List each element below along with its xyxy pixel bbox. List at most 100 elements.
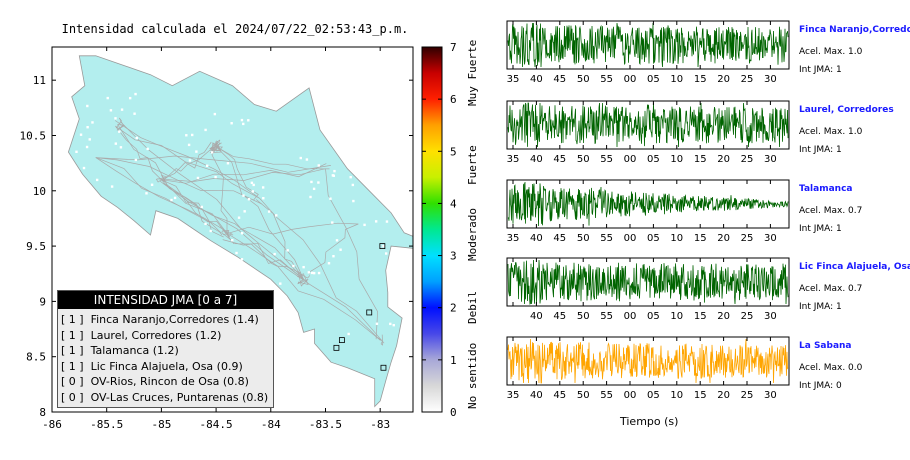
town-dot xyxy=(150,183,154,186)
town-dot xyxy=(305,158,309,161)
waveform-xtick-label: 40 xyxy=(530,311,543,322)
legend-item-name: OV-Rios, Rincon de Osa (0.8) xyxy=(83,375,249,388)
town-dot xyxy=(227,264,230,268)
town-dot xyxy=(400,338,403,342)
legend-item: [ 0 ] OV-Las Cruces, Puntarenas (0.8) xyxy=(58,390,273,406)
town-dot xyxy=(273,252,276,256)
town-dot xyxy=(213,112,217,116)
legend-item: [ 0 ] OV-Rios, Rincon de Osa (0.8) xyxy=(58,374,273,390)
map-xtick-label: -83 xyxy=(370,418,390,431)
town-dot xyxy=(86,126,89,129)
legend-item-name: Talamanca (1.2) xyxy=(83,344,179,357)
map-ytick-label: 8.5 xyxy=(26,351,46,364)
waveform-xtick-label: 35 xyxy=(507,74,520,85)
town-dot xyxy=(95,178,99,182)
station-marker xyxy=(380,364,387,371)
town-dot xyxy=(62,169,65,172)
station-name: La Sabana xyxy=(799,341,852,351)
town-dot xyxy=(261,186,265,189)
waveform-xtick-label: 10 xyxy=(670,74,683,85)
waveform-xtick-label: 30 xyxy=(764,233,777,244)
town-dot xyxy=(173,196,177,200)
town-dot xyxy=(402,358,405,362)
town-dot xyxy=(114,142,118,145)
waveform-xtick-label: 40 xyxy=(530,390,543,401)
town-dot xyxy=(382,244,385,248)
station-jma-intensity: Int JMA: 0 xyxy=(799,381,842,391)
town-dot xyxy=(86,104,89,108)
station-marker xyxy=(366,309,373,316)
town-dot xyxy=(85,145,89,149)
station-max-accel: Acel. Max. 1.0 xyxy=(799,127,863,137)
waveform-xtick-label: 15 xyxy=(694,390,707,401)
station-max-accel: Acel. Max. 0.0 xyxy=(799,363,863,373)
town-dot xyxy=(88,138,91,141)
waveform-trace xyxy=(507,338,789,384)
station-jma-intensity: Int JMA: 1 xyxy=(799,302,842,312)
town-dot xyxy=(384,252,388,255)
station-marker xyxy=(379,243,386,249)
map-ytick-label: 11 xyxy=(33,74,46,87)
town-dot xyxy=(226,162,230,165)
town-dot xyxy=(82,166,86,170)
map-xtick-label: -85 xyxy=(151,418,171,431)
station-name: Lic Finca Alajuela, Osa xyxy=(799,262,910,272)
waveform-xtick-label: 55 xyxy=(600,154,613,165)
waveform-xtick-label: 45 xyxy=(553,154,566,165)
waveform-xtick-label: 05 xyxy=(647,311,660,322)
town-dot xyxy=(339,248,342,251)
town-dot xyxy=(91,121,94,124)
road-line xyxy=(255,199,304,280)
town-dot xyxy=(331,221,334,224)
town-dot xyxy=(170,198,173,202)
waveform-xtick-label: 55 xyxy=(600,311,613,322)
waveform-xtick-label: 35 xyxy=(507,154,520,165)
town-dot xyxy=(119,146,123,149)
road-line xyxy=(222,239,304,280)
map-ytick-label: 8 xyxy=(39,406,46,419)
road-line xyxy=(115,126,162,180)
town-dot xyxy=(83,181,86,185)
waveform-xtick-label: 10 xyxy=(670,311,683,322)
town-dot xyxy=(247,198,251,201)
town-dot xyxy=(134,158,138,162)
road-line xyxy=(115,117,126,131)
map-xtick-label: -86 xyxy=(42,418,62,431)
road-line xyxy=(161,141,212,181)
map-ytick-label: 9.5 xyxy=(26,240,46,253)
legend-item-level: [ 0 ] xyxy=(61,375,84,388)
legend-rows: [ 1 ] Finca Naranjo,Corredores (1.4)[ 1 … xyxy=(58,309,273,405)
waveform-xtick-label: 45 xyxy=(553,74,566,85)
station-max-accel: Acel. Max. 1.0 xyxy=(799,47,863,57)
waveform-trace xyxy=(507,259,789,305)
town-dot xyxy=(347,332,350,336)
town-dot xyxy=(235,251,238,255)
town-dot xyxy=(351,183,355,187)
town-dot xyxy=(247,119,250,122)
legend-item-level: [ 0 ] xyxy=(61,390,84,404)
road-line xyxy=(114,125,260,199)
town-dot xyxy=(188,159,192,162)
town-dot xyxy=(193,266,197,270)
legend-item-level: [ 1 ] xyxy=(61,328,84,342)
waveform-xtick-label: 40 xyxy=(530,233,543,244)
town-dot xyxy=(240,231,244,235)
waveform-xtick-label: 15 xyxy=(694,74,707,85)
town-dot xyxy=(310,271,314,275)
town-dot xyxy=(327,262,331,265)
waveform-xtick-label: 40 xyxy=(530,74,543,85)
station-name: Laurel, Corredores xyxy=(799,105,894,115)
road-line xyxy=(325,168,378,340)
town-dot xyxy=(401,345,404,348)
waveform-xaxis-title: Tiempo (s) xyxy=(620,415,679,428)
legend-item-level: [ 1 ] xyxy=(61,359,84,373)
town-dot xyxy=(146,147,149,151)
town-dot xyxy=(133,112,136,115)
road-line xyxy=(211,142,228,235)
town-dot xyxy=(338,147,341,151)
town-dot xyxy=(242,122,245,126)
legend-item: [ 1 ] Laurel, Corredores (1.2) xyxy=(58,328,273,344)
town-dot xyxy=(309,195,312,199)
waveform-xtick-label: 50 xyxy=(577,390,590,401)
